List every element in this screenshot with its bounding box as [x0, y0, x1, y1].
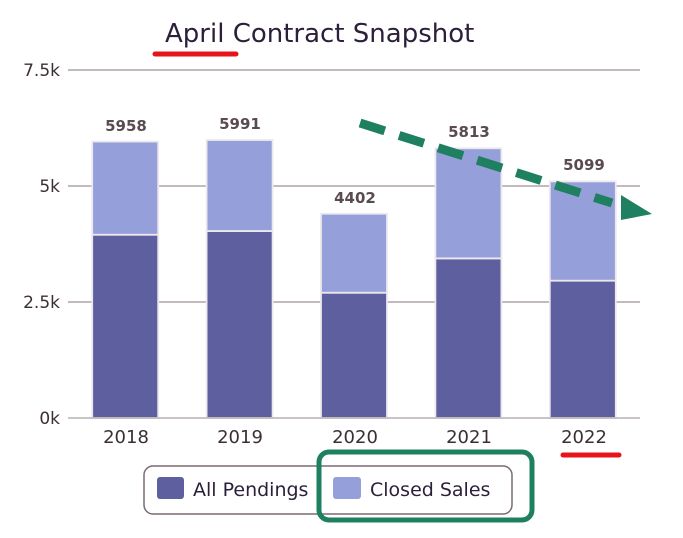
y-tick-label: 0k	[39, 409, 60, 429]
bar-closed-sales-2020[interactable]	[320, 212, 388, 294]
highlight-box	[316, 449, 535, 523]
bar-closed-sales-2019[interactable]	[205, 139, 274, 232]
annotations	[152, 51, 652, 523]
data-label: 4402	[334, 189, 376, 207]
y-tick-label: 2.5k	[23, 293, 60, 313]
y-axis-ticks: 0k 2.5k 5k 7.5k	[23, 61, 60, 429]
legend-label: All Pendings	[193, 479, 308, 501]
legend-frame	[143, 465, 513, 515]
x-tick-label: 2018	[103, 427, 149, 448]
x-axis-ticks: 2018 2019 2020 2021 2022	[103, 427, 607, 448]
bars	[91, 139, 617, 419]
x-tick-label: 2022	[561, 427, 607, 448]
data-labels: 5958 5991 4402 5813 5099	[105, 115, 605, 207]
legend-swatch	[157, 477, 184, 499]
bar-all-pendings-2020[interactable]	[320, 291, 388, 419]
x-tick-label: 2019	[217, 427, 263, 448]
legend-label: Closed Sales	[370, 479, 490, 501]
x-tick-label: 2021	[446, 427, 492, 448]
data-label: 5991	[219, 115, 261, 133]
chart-title: April Contract Snapshot	[165, 19, 474, 49]
trend-arrow-head	[621, 195, 652, 220]
data-label: 5813	[448, 123, 490, 141]
bar-all-pendings-2018[interactable]	[91, 233, 160, 419]
bar-all-pendings-2019[interactable]	[205, 230, 274, 419]
data-label: 5099	[563, 156, 605, 174]
legend: All Pendings Closed Sales	[143, 465, 513, 515]
bar-all-pendings-2022[interactable]	[548, 279, 617, 419]
bar-closed-sales-2022[interactable]	[548, 180, 617, 282]
legend-swatch	[333, 477, 361, 499]
x-tick-label: 2020	[332, 427, 378, 448]
y-tick-label: 7.5k	[23, 61, 60, 81]
legend-item-all-pendings[interactable]: All Pendings	[157, 477, 308, 501]
y-tick-label: 5k	[39, 177, 60, 197]
data-label: 5958	[105, 117, 147, 135]
trend-arrow-line	[358, 118, 614, 208]
bar-all-pendings-2021[interactable]	[434, 257, 503, 419]
legend-item-closed-sales[interactable]: Closed Sales	[333, 477, 490, 501]
bar-closed-sales-2018[interactable]	[91, 140, 160, 236]
